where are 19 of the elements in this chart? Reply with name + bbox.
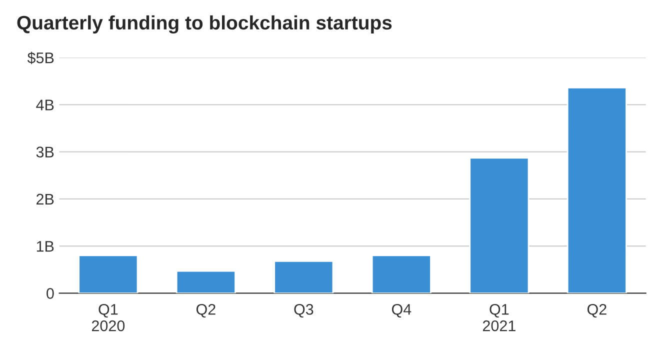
y-tick-label: 2B [36,194,54,204]
bar [78,254,138,294]
bar [274,260,334,294]
x-tick-label: Q4 [392,304,412,318]
bar [566,87,627,294]
chart-title: Quarterly funding to blockchain startups [17,15,392,34]
y-tick-label: $5B [27,52,54,64]
y-tick-label: 4B [36,100,54,110]
x-tick-label: Q3 [294,304,314,318]
y-tick-label: 3B [36,146,54,158]
bar [176,270,236,294]
y-tick-label: 0 [46,288,54,299]
bar [469,157,530,294]
x-tick-label: Q2 [196,304,216,318]
x-tick-label: Q1 2020 [92,304,125,332]
bar [371,254,432,294]
x-tick-label: Q2 [587,304,606,318]
x-tick-label: Q1 2021 [482,304,516,332]
y-tick-label: 1B [36,241,54,252]
